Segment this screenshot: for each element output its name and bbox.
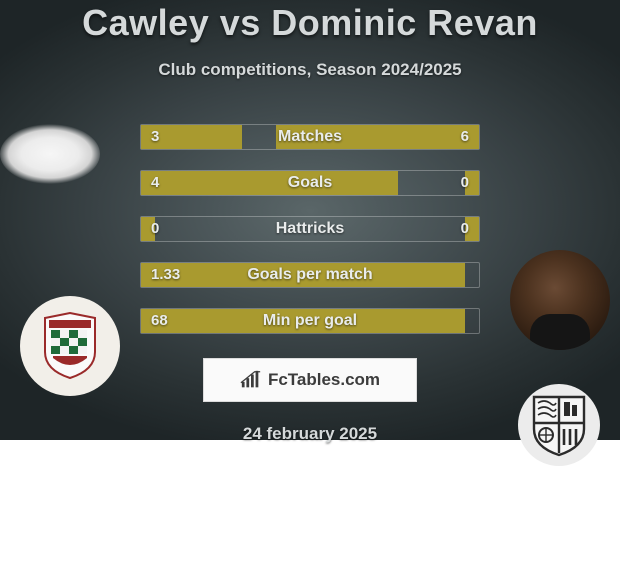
bar-label: Goals — [141, 171, 479, 195]
bar-row: Goals4 0 — [140, 170, 480, 196]
bar-value-left: 4 — [151, 171, 159, 195]
bar-value-right: 6 — [461, 125, 469, 149]
club-right-badge — [518, 384, 600, 466]
bar-value-right: 0 — [461, 217, 469, 241]
bar-value-left: 68 — [151, 309, 168, 333]
bar-chart-icon — [240, 370, 262, 390]
page-title: Cawley vs Dominic Revan — [0, 2, 620, 44]
shield-quartered-icon — [530, 393, 588, 457]
bar-label: Matches — [141, 125, 479, 149]
player-left-avatar — [0, 124, 100, 184]
bar-row: Min per goal68 — [140, 308, 480, 334]
player-right-avatar — [510, 250, 610, 350]
subtitle: Club competitions, Season 2024/2025 — [0, 60, 620, 80]
club-left-badge — [20, 296, 120, 396]
bar-row: Matches3 6 — [140, 124, 480, 150]
bar-label: Goals per match — [141, 263, 479, 287]
bar-value-right: 0 — [461, 171, 469, 195]
bar-row: Goals per match1.33 — [140, 262, 480, 288]
whitespace-below — [0, 440, 620, 580]
bar-label: Min per goal — [141, 309, 479, 333]
bar-value-left: 1.33 — [151, 263, 180, 287]
brand-text: FcTables.com — [268, 370, 380, 390]
bar-value-left: 3 — [151, 125, 159, 149]
bar-row: Hattricks0 0 — [140, 216, 480, 242]
brand-badge: FcTables.com — [203, 358, 417, 402]
bar-label: Hattricks — [141, 217, 479, 241]
shield-checker-icon — [41, 312, 99, 380]
bar-value-left: 0 — [151, 217, 159, 241]
comparison-chart: Matches36Goals40Hattricks00Goals per mat… — [0, 124, 620, 354]
